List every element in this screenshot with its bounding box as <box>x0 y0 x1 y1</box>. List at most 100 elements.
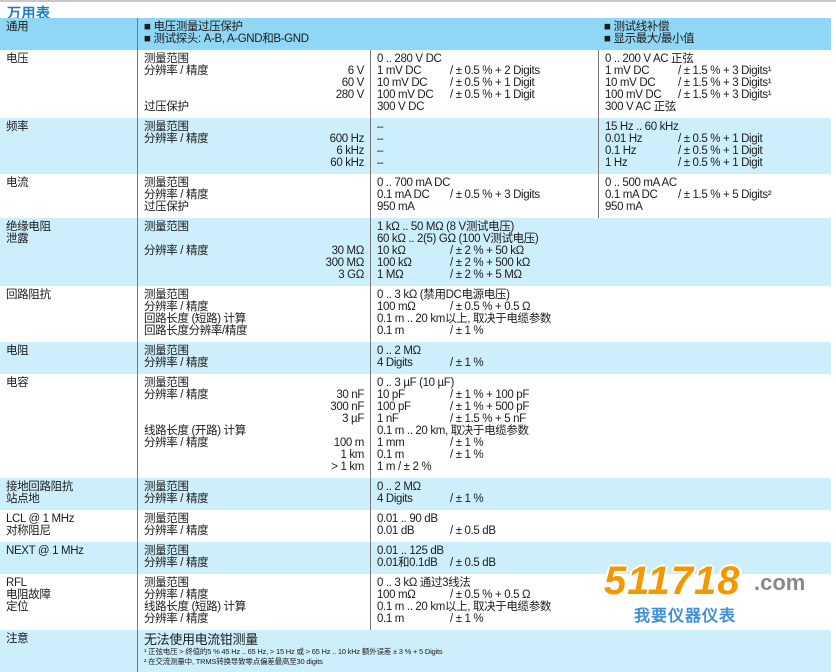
value: 1 nF <box>377 413 399 425</box>
accuracy: / ± 0.5 % + 1 Digit <box>450 77 535 89</box>
param-line: 分辨率 / 精度 <box>144 493 364 505</box>
value-line: 0 .. 2 MΩ <box>377 481 598 493</box>
value: 4 Digits <box>377 357 413 369</box>
param-line: 测量范围 <box>144 481 364 493</box>
param-range: 300 nF <box>330 401 364 413</box>
param-line: 分辨率 / 精度 <box>144 589 364 601</box>
param-line: 分辨率 / 精度 <box>144 557 364 569</box>
spec-row: NEXT @ 1 MHz 测量范围 分辨率 / 精度 0.01 .. 125 dB 0.… <box>0 542 831 574</box>
ac-cell <box>598 574 831 630</box>
row-label-line: 电阻故障 <box>6 589 51 601</box>
param-name: 测量范围 <box>144 53 189 65</box>
param-line: 6 kHz <box>144 145 364 157</box>
param-range: > 1 km <box>331 461 364 473</box>
param-range: 30 MΩ <box>331 245 365 257</box>
param-name: 分辨率 / 精度 <box>144 525 209 537</box>
param-name: 分辨率 / 精度 <box>144 133 209 145</box>
value-line: 10 kΩ / ± 2 % + 50 kΩ <box>377 245 598 257</box>
param-cell: 测量范围 分辨率 / 精度 <box>137 478 370 510</box>
row-label: LCL @ 1 MHz 对称阻尼 <box>0 510 137 542</box>
value: 0.1 m .. 20 km以上, 取决于电缆参数 <box>377 601 551 613</box>
value: – <box>377 145 384 157</box>
param-line: 测量范围 <box>144 121 364 133</box>
value: 0.01 .. 90 dB <box>377 513 438 525</box>
value-line: – <box>377 121 598 133</box>
param-line: 60 V <box>144 77 365 89</box>
row-label: 频率 <box>0 118 137 174</box>
value: 100 mV DC <box>605 89 662 101</box>
ac-cell: 15 Hz .. 60 kHz 0.01 Hz / ± 0.5 % + 1 Digi… <box>598 118 831 174</box>
param-cell: 测量范围 分辨率 / 精度 过压保护 <box>137 174 370 218</box>
value-line: 0.1 mA DC / ± 0.5 % + 3 Digits <box>377 189 598 201</box>
param-line: 测量范围 <box>144 377 364 389</box>
param-name: 分辨率 / 精度 <box>144 557 209 569</box>
spec-row: 电流 测量范围 分辨率 / 精度 过压保护 0 .. 700 mA DC 0.1 mA D… <box>0 174 831 218</box>
row-label: 电流 <box>0 174 137 218</box>
row-label-line: 电容 <box>6 377 29 389</box>
param-line: 测量范围 <box>144 53 364 65</box>
bullet: ■ 测试探头: A-B, A-GND和B-GND <box>144 33 309 45</box>
value: 0.1 m <box>377 325 405 337</box>
value: 0 .. 500 mA AC <box>605 177 677 189</box>
param-name: 测量范围 <box>144 577 189 589</box>
param-line: 分辨率 / 精度 600 Hz <box>144 133 364 145</box>
accuracy: / ± 1 % + 100 pF <box>450 389 530 401</box>
row-label-line: 站点地 <box>6 493 40 505</box>
value-line: 4 Digits / ± 1 % <box>377 357 598 369</box>
row-label-line: 对称阻尼 <box>6 525 51 537</box>
ac-cell <box>598 510 831 542</box>
ac-cell: 0 .. 500 mA AC 0.1 mA DC / ± 1.5 % + 5 Dig… <box>598 174 831 218</box>
param-range: 6 V <box>347 65 365 77</box>
value: 0.01 .. 125 dB <box>377 545 444 557</box>
value-line: 0 .. 200 V AC 正弦 <box>605 53 831 65</box>
value: 0 .. 3 kΩ (禁用DC电源电压) <box>377 289 510 301</box>
header-label: 通用 <box>0 18 137 50</box>
row-label-line: 泄露 <box>6 233 29 245</box>
spec-row: 电压 测量范围 分辨率 / 精度 6 V 60 V 280 V 过压保护 0 .. 280 V… <box>0 50 831 118</box>
param-line: 分辨率 / 精度 30 MΩ <box>144 245 364 257</box>
spec-row: 绝缘电阻 泄露 测量范围 分辨率 / 精度 30 MΩ 300 MΩ 3 GΩ 1 kΩ ..… <box>0 218 831 286</box>
param-name: 测量范围 <box>144 121 189 133</box>
param-range: 1 km <box>340 449 364 461</box>
param-name: 测量范围 <box>144 545 189 557</box>
accuracy: / ± 1 % <box>450 449 484 461</box>
row-label: 回路阻抗 <box>0 286 137 342</box>
accuracy: / ± 1 % <box>450 493 484 505</box>
accuracy: / ± 2 % + 5 MΩ <box>450 269 522 281</box>
param-line: 分辨率 / 精度 <box>144 357 364 369</box>
value-line: 950 mA <box>605 201 831 213</box>
param-range: 300 MΩ <box>325 257 365 269</box>
value: 300 V AC 正弦 <box>605 101 676 113</box>
value-line: 0 .. 2 MΩ <box>377 345 598 357</box>
param-line <box>144 233 364 245</box>
param-line: 分辨率 / 精度 <box>144 525 364 537</box>
row-label-line: 绝缘电阻 <box>6 221 51 233</box>
row-label: RFL 电阻故障 定位 <box>0 574 137 630</box>
row-label-line: 频率 <box>6 121 29 133</box>
param-range: 100 m <box>333 437 365 449</box>
value: 0 .. 3 µF (10 µF) <box>377 377 454 389</box>
spec-row: LCL @ 1 MHz 对称阻尼 测量范围 分辨率 / 精度 0.01 .. 90 dB… <box>0 510 831 542</box>
row-label-line: 电阻 <box>6 345 29 357</box>
dc-cell: 0 .. 280 V DC 1 mV DC / ± 0.5 % + 2 Digits… <box>370 50 598 118</box>
row-label: 电容 <box>0 374 137 478</box>
value: 0.01和0.1dB <box>377 557 438 569</box>
value: 1 mV DC <box>377 65 422 77</box>
param-cell: 测量范围 分辨率 / 精度 30 MΩ 300 MΩ 3 GΩ <box>137 218 370 286</box>
accuracy: / ± 2 % + 50 kΩ <box>450 245 524 257</box>
value-line: 0.1 m .. 20 km, 取决于电缆参数 <box>377 425 598 437</box>
dc-cell: 0 .. 3 µF (10 µF) 10 pF / ± 1 % + 100 pF 10… <box>370 374 598 478</box>
value-line: 100 kΩ / ± 2 % + 500 kΩ <box>377 257 598 269</box>
value: 0 .. 3 kΩ 通过3线法 <box>377 577 471 589</box>
row-label: NEXT @ 1 MHz <box>0 542 137 574</box>
accuracy: / ± 1 % <box>450 357 484 369</box>
value-line: 10 mV DC / ± 1.5 % + 3 Digits¹ <box>605 77 831 89</box>
accuracy: / ± 0.5 % + 3 Digits <box>450 189 540 201</box>
accuracy: / ± 0.5 % + 0.5 Ω <box>450 589 531 601</box>
param-line: 过压保护 <box>144 101 364 113</box>
value: 0 .. 700 mA DC <box>377 177 451 189</box>
value-line: 1 Hz / ± 0.5 % + 1 Digit <box>605 157 831 169</box>
value: 4 Digits <box>377 493 413 505</box>
section-title: 万用表 <box>7 5 51 21</box>
value: 1 m / ± 2 % <box>377 461 432 473</box>
